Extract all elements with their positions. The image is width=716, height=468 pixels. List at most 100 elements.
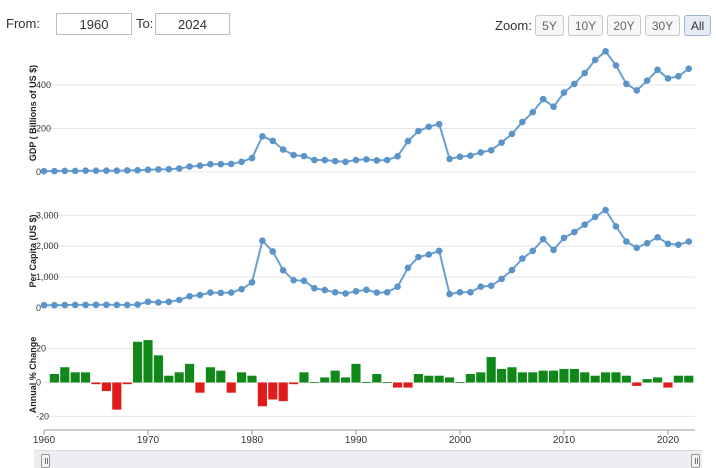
from-input[interactable] (56, 13, 132, 35)
data-point (259, 237, 266, 244)
bar (309, 382, 319, 383)
data-point (71, 167, 79, 175)
data-point (155, 166, 162, 173)
data-point (352, 288, 360, 295)
data-point (123, 167, 131, 174)
data-point (279, 146, 287, 153)
data-point (113, 167, 121, 174)
y-axis-title: Per Capita (US $) (28, 214, 38, 287)
zoom-5y-button[interactable]: 5Y (535, 15, 564, 36)
navigator-right-handle[interactable] (691, 454, 700, 468)
data-point (383, 288, 391, 296)
bar (465, 374, 475, 383)
x-tick-label: 1980 (241, 435, 264, 446)
data-point (227, 160, 235, 168)
data-point (643, 239, 651, 247)
data-point (227, 289, 235, 296)
y-tick-label: 3,000 (36, 210, 59, 220)
bar (632, 382, 642, 386)
data-point (404, 264, 412, 272)
data-point (123, 301, 131, 309)
bar (351, 363, 361, 383)
data-point (134, 166, 141, 174)
data-point (40, 167, 48, 175)
bar (413, 374, 423, 383)
data-point (186, 292, 193, 300)
bar (600, 372, 611, 383)
y-tick-label: 0 (36, 167, 41, 177)
data-point (456, 153, 464, 161)
bar (590, 375, 600, 383)
data-point (529, 108, 537, 116)
bar (185, 363, 195, 383)
bar (559, 368, 569, 383)
data-point (571, 228, 578, 236)
bar (205, 367, 215, 383)
data-point (519, 118, 526, 126)
data-point (363, 286, 370, 294)
data-point (61, 301, 69, 309)
data-point (508, 266, 516, 274)
zoom-20y-button[interactable]: 20Y (607, 15, 641, 36)
data-point (342, 290, 349, 297)
data-point (196, 162, 204, 169)
to-input[interactable] (155, 13, 230, 35)
data-point (654, 233, 661, 241)
navigator-left-handle[interactable] (41, 454, 50, 468)
data-point (290, 151, 297, 159)
y-tick-label: 2,000 (36, 241, 59, 251)
x-tick-label: 2020 (657, 435, 680, 446)
zoom-30y-button[interactable]: 30Y (645, 15, 680, 36)
bar (382, 382, 392, 383)
data-point (602, 47, 609, 55)
bar (496, 368, 507, 383)
bar (434, 375, 444, 383)
data-point (394, 283, 401, 290)
data-point (269, 248, 277, 255)
data-point (560, 89, 568, 96)
data-point (259, 133, 266, 140)
data-point (175, 165, 183, 172)
data-point (311, 284, 318, 292)
data-point (61, 167, 69, 175)
data-point (550, 103, 557, 111)
data-point (487, 282, 495, 290)
zoom-label: Zoom: (495, 18, 532, 33)
x-tick-label: 2000 (449, 435, 472, 446)
data-point (342, 158, 349, 166)
data-point (591, 56, 599, 64)
data-point (415, 253, 422, 261)
data-point (103, 167, 110, 174)
data-point (290, 276, 297, 284)
bar (372, 374, 382, 383)
data-point (425, 251, 433, 258)
bar (673, 375, 683, 383)
bar (237, 372, 247, 383)
bar (49, 374, 59, 383)
bar (341, 377, 351, 383)
data-point (71, 301, 79, 309)
bar (101, 382, 111, 391)
zoom-all-button[interactable]: All (684, 15, 711, 36)
data-point (519, 255, 526, 262)
data-point (508, 130, 516, 138)
bar (226, 382, 236, 393)
x-tick-label: 1970 (137, 435, 160, 446)
bar (320, 377, 330, 383)
bar (257, 382, 267, 407)
bar (652, 377, 663, 383)
bar (195, 382, 205, 393)
data-point (612, 223, 620, 230)
data-point (92, 301, 100, 309)
bar (153, 355, 163, 383)
data-point (165, 298, 173, 306)
data-point (92, 167, 100, 174)
y-tick-label: 0 (36, 378, 41, 388)
y-tick-label: 1,000 (36, 272, 59, 282)
data-point (675, 241, 682, 248)
range-navigator[interactable] (34, 450, 702, 468)
zoom-10y-button[interactable]: 10Y (568, 15, 603, 36)
data-point (248, 154, 256, 162)
data-point (498, 139, 505, 146)
data-point (383, 156, 391, 164)
